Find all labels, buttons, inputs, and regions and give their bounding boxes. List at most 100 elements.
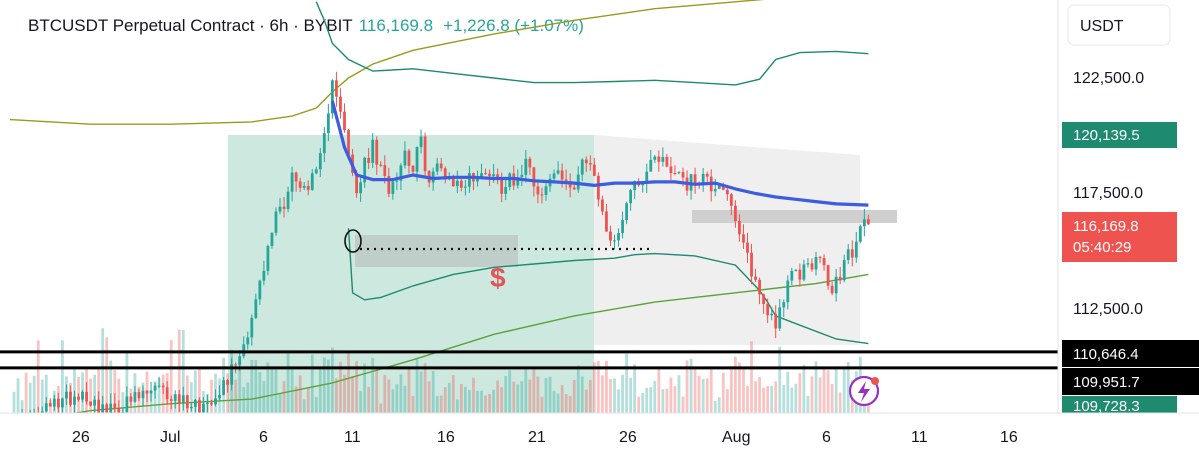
time-tick-jul: Jul — [160, 429, 180, 446]
candle-body — [858, 226, 862, 242]
candle — [149, 381, 153, 402]
candle — [443, 166, 447, 184]
time-tick-aug: Aug — [722, 429, 750, 446]
candle — [734, 200, 737, 228]
candle-body — [411, 165, 415, 172]
candle — [314, 166, 318, 175]
candle — [359, 177, 363, 202]
candle — [725, 187, 729, 201]
volume-bar — [496, 380, 500, 413]
candle-body — [564, 179, 568, 182]
time-axis[interactable]: 26 Jul 6 11 16 21 26 Aug 6 11 16 — [0, 412, 1199, 455]
candle — [270, 232, 274, 249]
header-last-price: 116,169.8 — [358, 16, 434, 35]
candle — [814, 251, 818, 276]
price-tick-112500: 112,500.0 — [1073, 301, 1143, 318]
resistance-box[interactable] — [692, 210, 897, 223]
candles — [12, 71, 870, 446]
candle-body — [721, 185, 725, 190]
volume-bar — [459, 384, 463, 413]
candle-body — [790, 271, 794, 281]
volume-bar — [302, 399, 306, 413]
symbol-title[interactable]: BTCUSDT Perpetual Contract · 6h · BYBIT — [28, 16, 353, 35]
candle — [206, 394, 209, 413]
chart-header: BTCUSDT Perpetual Contract · 6h · BYBIT 1… — [28, 16, 584, 36]
band-upper-badge — [1062, 122, 1177, 148]
candle — [750, 243, 753, 285]
candle — [826, 264, 830, 290]
candle-body — [520, 174, 524, 178]
candle — [290, 166, 294, 202]
candle-body — [137, 392, 141, 399]
volume-bar — [516, 384, 520, 413]
volume-bar — [617, 389, 620, 413]
candle — [520, 164, 524, 187]
volume-bar — [109, 360, 113, 413]
candle-body — [133, 392, 137, 402]
candle — [52, 394, 56, 411]
candle-body — [206, 402, 209, 404]
candle — [387, 167, 391, 198]
candle-body — [210, 402, 213, 405]
volume-bar — [657, 368, 661, 413]
alert-bolt-icon[interactable] — [848, 375, 880, 407]
candle-body — [198, 399, 201, 413]
bolt-shape — [858, 381, 870, 402]
candle-body — [596, 175, 600, 200]
candle — [459, 178, 463, 192]
time-tick-21: 21 — [528, 429, 546, 446]
candle-body — [69, 391, 72, 405]
candle-body — [359, 182, 363, 194]
candle-body — [238, 356, 242, 365]
volume-bar — [177, 329, 181, 413]
volume-bar — [411, 395, 415, 413]
candle-body — [250, 317, 254, 338]
candle — [282, 197, 286, 218]
candle-body — [762, 294, 766, 305]
candle — [588, 155, 592, 171]
price-tick-117500: 117,500.0 — [1073, 185, 1143, 202]
candle — [544, 180, 548, 201]
candle-body — [290, 172, 294, 192]
candle-body — [766, 304, 770, 316]
volume-bar — [504, 376, 508, 413]
candle-body — [854, 241, 858, 258]
candle — [326, 103, 330, 142]
candle-body — [407, 150, 411, 166]
anchor-circle[interactable] — [344, 229, 362, 253]
countdown-text: 05:40:29 — [1073, 239, 1131, 256]
candle-body — [399, 165, 403, 181]
candle — [185, 394, 189, 413]
candle-body — [97, 399, 101, 414]
price-axis[interactable]: USDT 122,500.0 117,500.0 112,500.0 120,1… — [1057, 0, 1199, 415]
volume-bar — [734, 356, 737, 413]
candle — [73, 390, 76, 413]
candle — [371, 133, 375, 169]
volume-bar — [318, 369, 322, 413]
candle — [375, 136, 379, 175]
candle — [339, 88, 342, 119]
candle — [395, 172, 399, 191]
volume-bar — [822, 366, 826, 413]
candle-body — [44, 403, 48, 412]
candle-body — [746, 242, 749, 253]
volume-bar — [193, 370, 197, 413]
candle-body — [617, 233, 620, 241]
volume-bar — [278, 393, 282, 413]
volume-bar — [117, 378, 121, 413]
volume-bar — [746, 386, 749, 413]
volume-bar — [782, 385, 786, 413]
level-b-badge-text: 109,951.7 — [1073, 374, 1140, 391]
volume-bar — [786, 371, 790, 413]
moving-average-line[interactable] — [330, 100, 869, 207]
candle — [189, 403, 193, 412]
range-box[interactable] — [355, 235, 518, 267]
candle — [657, 150, 661, 172]
volume-bar — [383, 374, 387, 413]
volume-bar — [157, 378, 161, 413]
volume-bar — [536, 376, 540, 413]
candle — [379, 161, 383, 168]
currency-button[interactable] — [1067, 4, 1171, 46]
volume-bar — [343, 374, 346, 413]
